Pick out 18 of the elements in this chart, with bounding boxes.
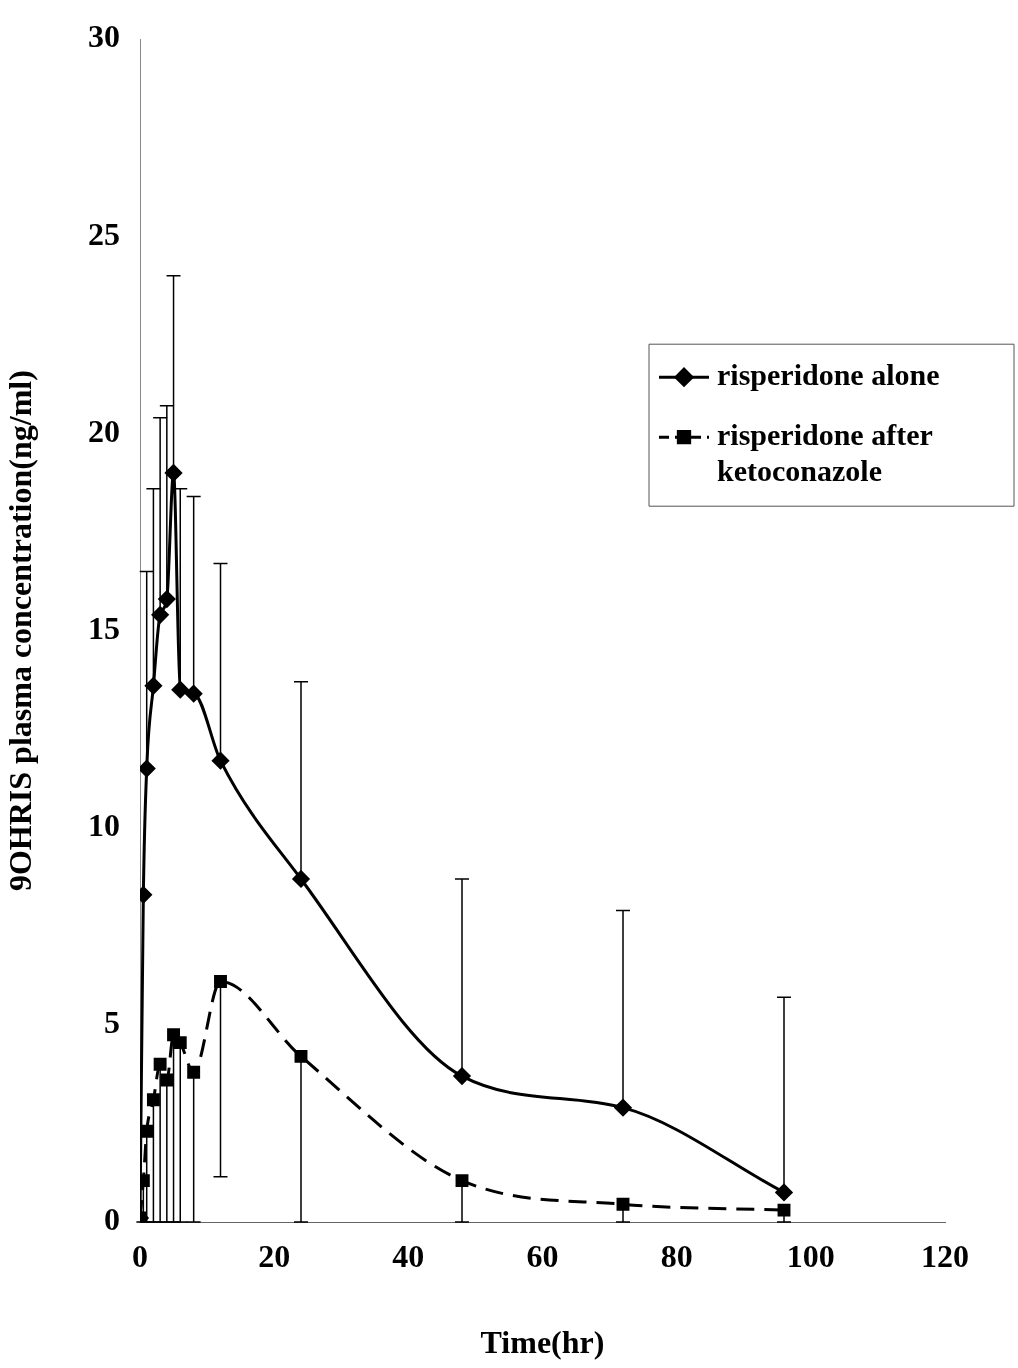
x-tick-label: 80 bbox=[660, 1238, 693, 1275]
x-tick-label: 60 bbox=[526, 1238, 559, 1275]
y-tick-label: 15 bbox=[88, 609, 120, 646]
y-tick-label: 10 bbox=[88, 807, 120, 843]
x-tick-label: 20 bbox=[258, 1238, 291, 1275]
y-tick-label: 0 bbox=[104, 1201, 120, 1238]
y-tick-label: 20 bbox=[88, 412, 120, 449]
y-axis-title: 9OHRIS plasma concentration(ng/ml) bbox=[2, 370, 39, 892]
y-tick-label: 30 bbox=[88, 18, 120, 55]
x-tick-label: 120 bbox=[921, 1238, 969, 1275]
legend-label: risperidone alone bbox=[717, 357, 940, 391]
x-tick-label: 0 bbox=[132, 1238, 148, 1275]
y-tick-label: 5 bbox=[104, 1004, 120, 1041]
x-tick-label: 40 bbox=[392, 1238, 425, 1275]
legend-label: risperidone after ketoconazole bbox=[717, 417, 933, 487]
y-tick-label: 25 bbox=[88, 215, 120, 252]
x-tick-label: 100 bbox=[786, 1238, 835, 1275]
x-axis-title: Time(hr) bbox=[480, 1324, 605, 1361]
